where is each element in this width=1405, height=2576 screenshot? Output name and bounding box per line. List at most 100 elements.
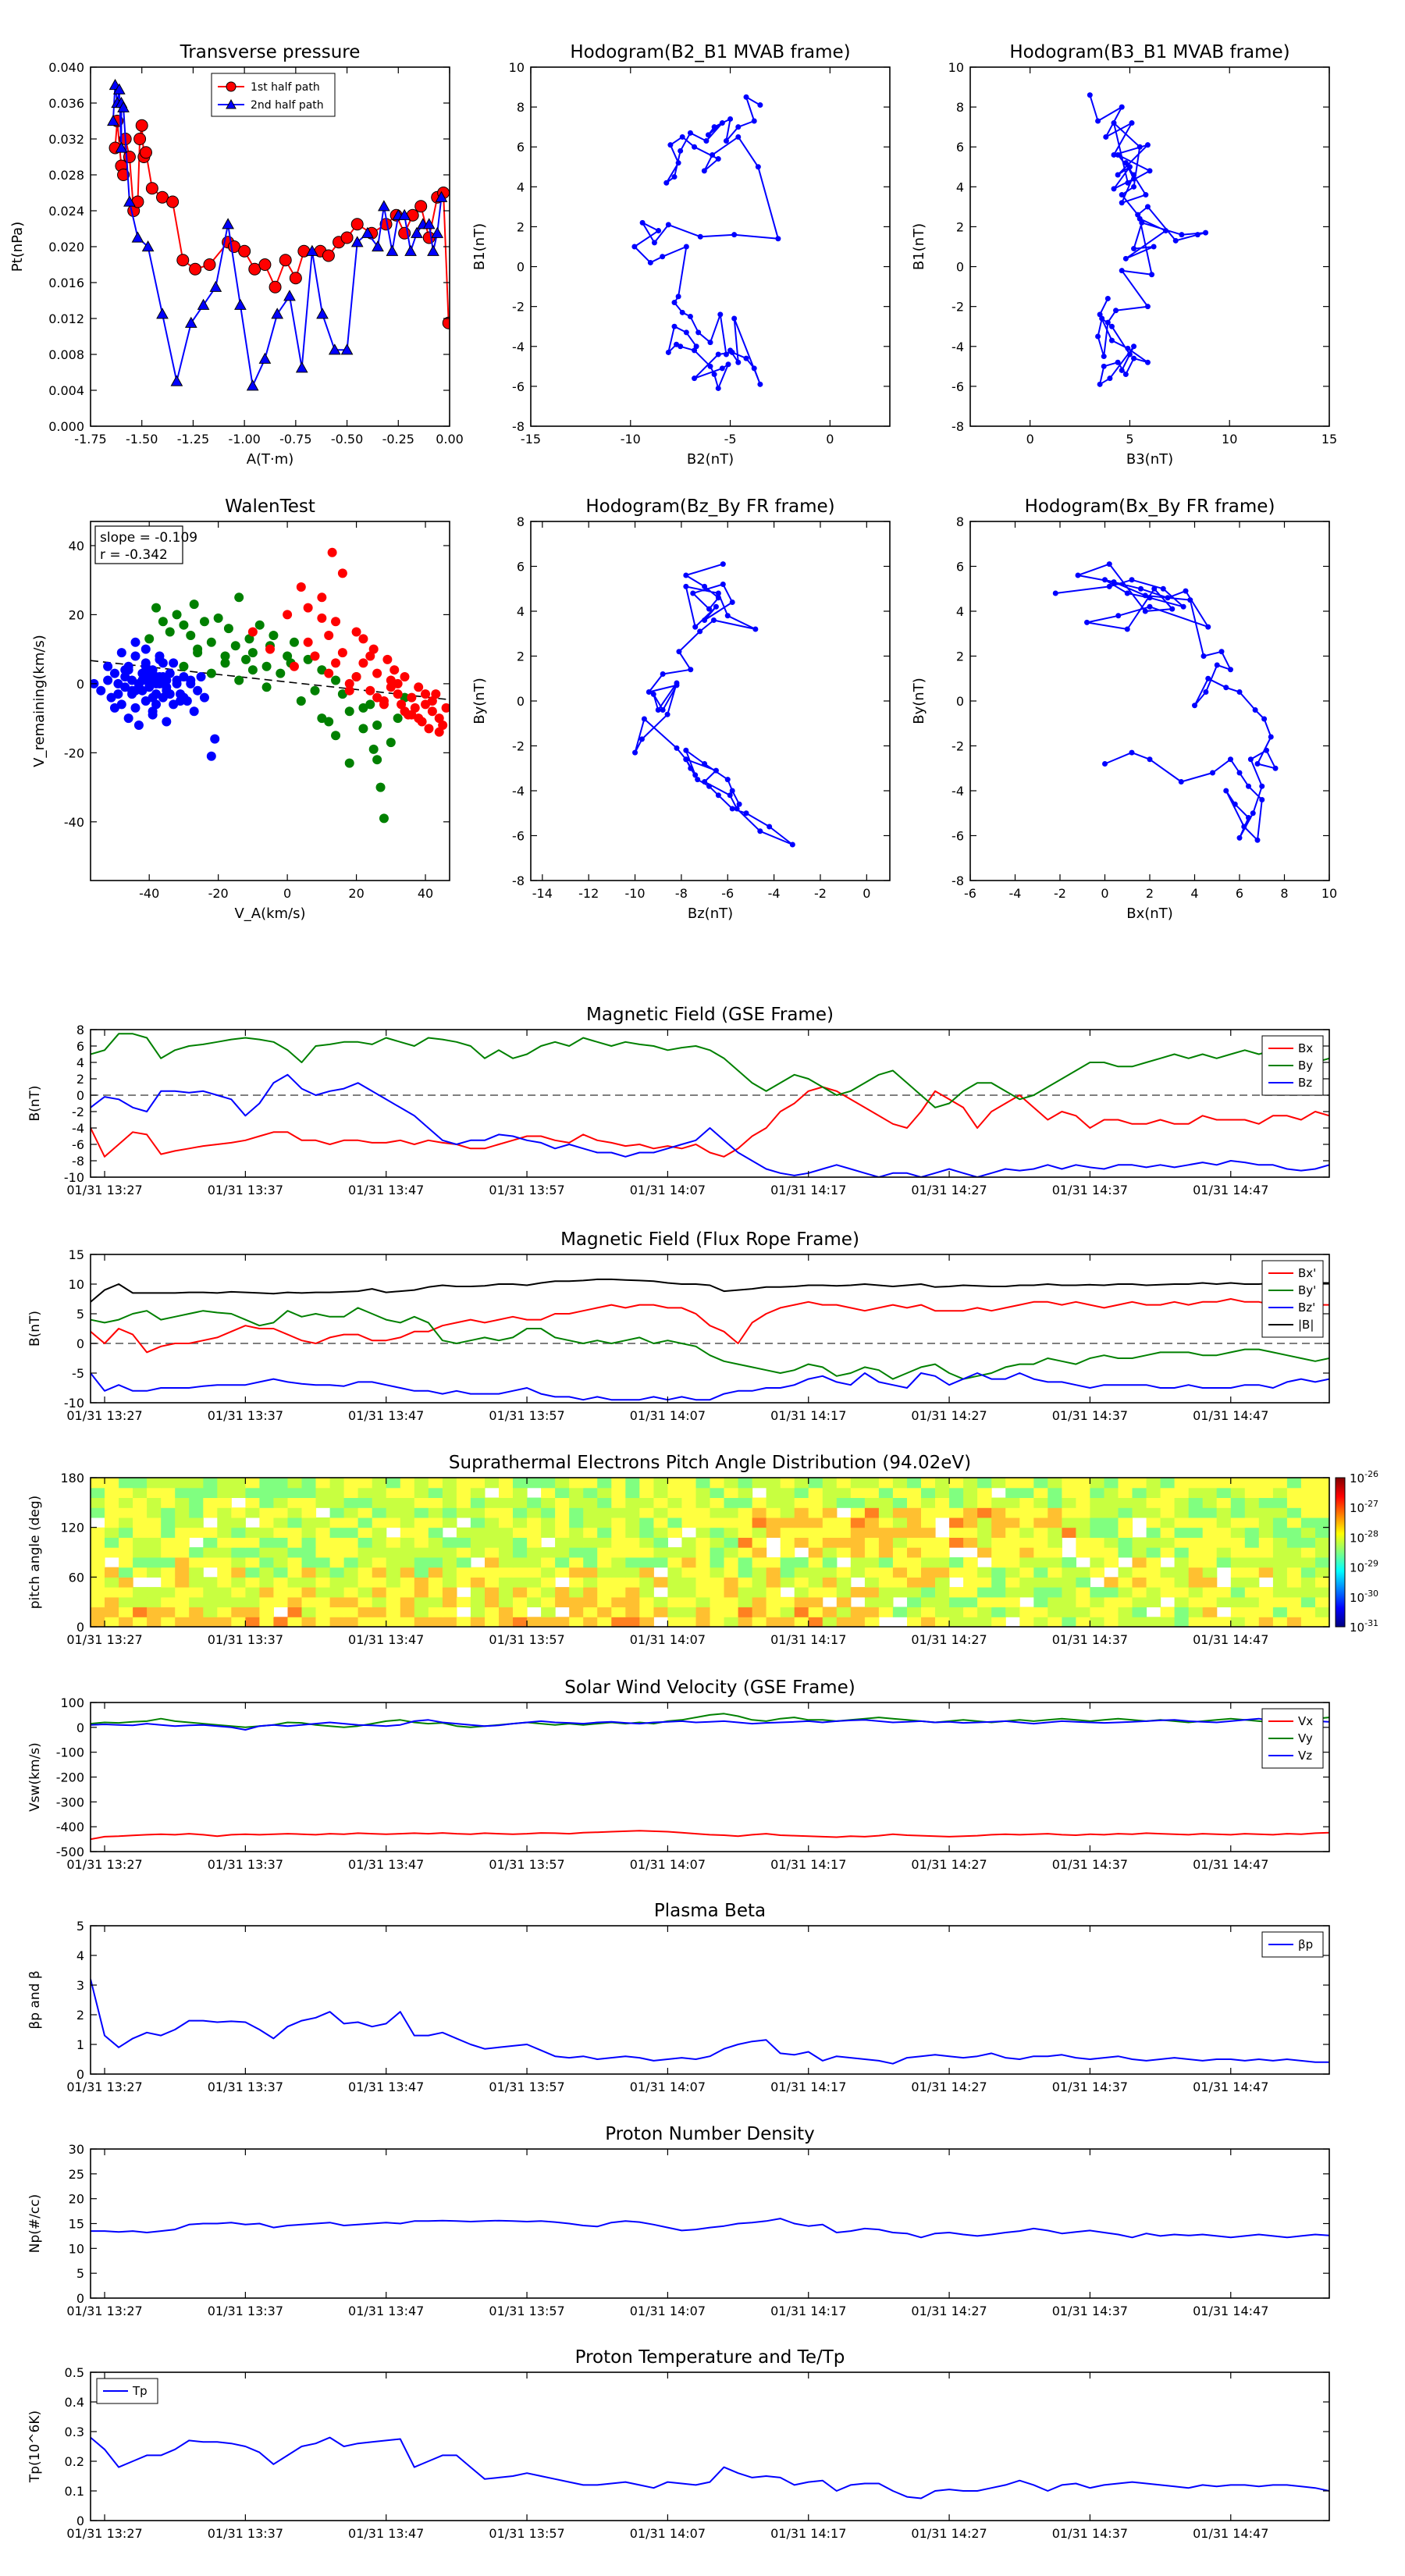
heatmap-cell [161,1487,176,1498]
heatmap-cell [949,1557,964,1568]
heatmap-cell [203,1547,218,1558]
chart-title: Proton Temperature and Te/Tp [575,2347,845,2368]
y-tick-label: 4 [517,180,525,194]
heatmap-cell [667,1577,682,1588]
heatmap-cell [1174,1587,1190,1598]
x-tick-label: 01/31 14:47 [1193,1183,1268,1197]
x-tick-label: -1.00 [228,432,260,447]
scatter-point [317,665,327,675]
heatmap-cell [400,1497,415,1508]
scatter-point [331,675,341,685]
heatmap-cell [738,1547,753,1558]
heatmap-cell [513,1587,528,1598]
legend-label: Vy [1298,1731,1313,1745]
triangle-point [361,226,374,238]
line-point [1162,228,1168,234]
heatmap-cell [119,1606,133,1617]
heatmap-cell [752,1497,767,1508]
heatmap-cell [583,1507,598,1518]
heatmap-cell [470,1606,486,1617]
heatmap-cell [681,1617,696,1627]
y-tick-label: 25 [69,2167,84,2182]
x-tick-label: 01/31 13:27 [66,2080,142,2094]
x-tick-label: -20 [208,886,229,901]
scatter-point [324,630,334,640]
y-tick-label: -4 [512,340,525,354]
heatmap-cell [1048,1606,1062,1617]
heatmap-cell [738,1487,753,1498]
heatmap-cell [710,1617,725,1627]
heatmap-cell [583,1547,598,1558]
scatter-point [130,685,140,696]
heatmap-cell [1272,1478,1288,1489]
heatmap-cell [329,1527,345,1538]
heatmap-cell [681,1596,696,1608]
heatmap-cell [217,1507,232,1518]
line-point [1214,662,1220,668]
heatmap-cell [752,1577,767,1588]
heatmap-cell [161,1606,176,1617]
heatmap-cell [203,1617,218,1627]
heatmap-cell [1048,1507,1062,1518]
line-point [1108,337,1115,343]
heatmap-cell [245,1606,260,1617]
line-point [674,680,680,686]
heatmap-cell [1160,1537,1176,1548]
heatmap-cell [231,1487,246,1498]
heatmap-cell [639,1497,654,1508]
circle-point [414,200,428,213]
heatmap-cell [1146,1537,1161,1548]
x-tick-label: -14 [532,886,553,901]
heatmap-cell [1076,1587,1090,1598]
heatmap-cell [724,1478,739,1489]
chart-title: Hodogram(B2_B1 MVAB frame) [570,42,850,62]
heatmap-cell [1272,1606,1288,1617]
heatmap-cell [1272,1517,1288,1528]
heatmap-cell [1174,1487,1190,1498]
heatmap-cell [470,1517,486,1528]
heatmap-cell [1202,1517,1218,1528]
heatmap-cell [175,1487,190,1498]
heatmap-cell [738,1537,753,1548]
heatmap-cell [780,1478,795,1489]
heatmap-cell [343,1557,359,1568]
line-point [1126,351,1133,358]
x-axis-label: B3(nT) [1126,451,1173,468]
heatmap-cell [724,1577,739,1588]
heatmap-cell [414,1507,429,1518]
line-point [1192,703,1197,709]
heatmap-cell [1315,1587,1329,1598]
line-point [1147,595,1153,601]
heatmap-cell [1272,1617,1288,1627]
heatmap-cell [1174,1478,1190,1489]
heatmap-cell [1272,1527,1288,1538]
heatmap-cell [1160,1487,1176,1498]
circle-point [117,169,130,181]
heatmap-cell [245,1577,260,1588]
heatmap-cell [1104,1606,1119,1617]
heatmap-cell [231,1567,246,1578]
heatmap-cell [1076,1567,1090,1578]
heatmap-cell [991,1507,1006,1518]
heatmap-cell [1033,1507,1048,1518]
heatmap-cell [513,1577,528,1588]
heatmap-cell [1118,1478,1133,1489]
plot-frame [969,66,1330,427]
heatmap-cell [1090,1617,1104,1627]
heatmap-cell [963,1577,978,1588]
heatmap-cell [963,1478,978,1489]
heatmap-cell [1272,1587,1288,1598]
heatmap-cell [907,1596,922,1608]
heatmap-cell [470,1537,486,1548]
heatmap-cell [343,1487,359,1498]
chart-title: WalenTest [225,496,315,517]
heatmap-cell [583,1606,598,1617]
scatter-point [148,710,158,720]
heatmap-cell [315,1587,331,1598]
heatmap-cell [1132,1537,1147,1548]
line-point [1228,756,1233,763]
line-point [656,228,662,234]
heatmap-cell [921,1587,936,1598]
heatmap-cell [1118,1507,1133,1518]
y-tick-label: 0.032 [48,132,84,147]
